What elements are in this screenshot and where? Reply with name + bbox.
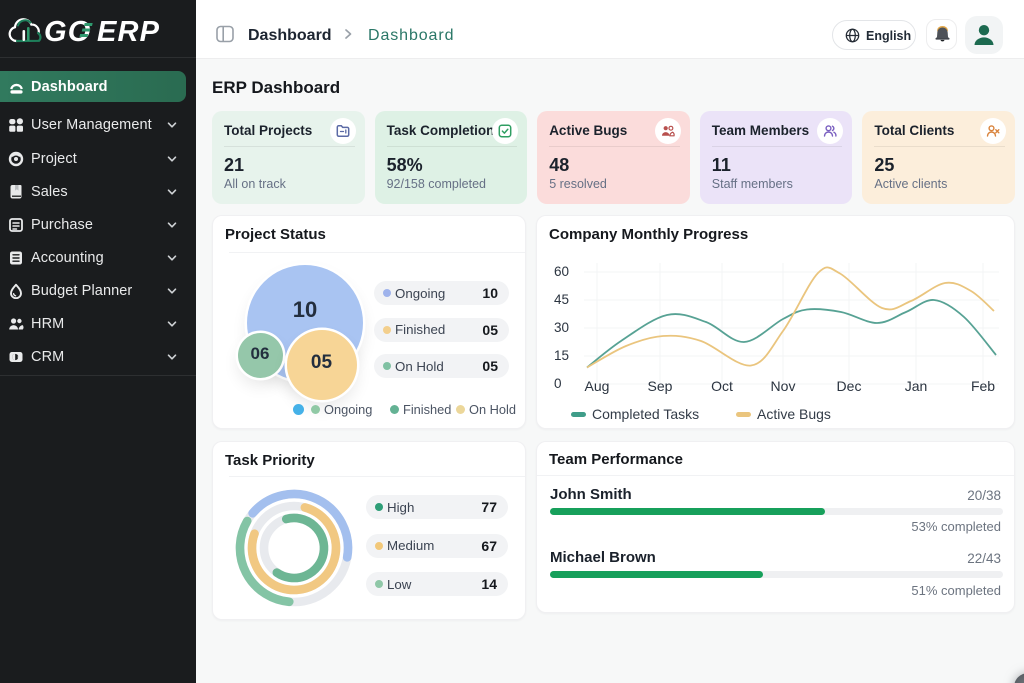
svg-text:Sep: Sep [648,378,673,394]
svg-text:30: 30 [554,320,569,335]
svg-text:60: 60 [554,264,569,279]
svg-text:0: 0 [554,376,562,391]
svg-text:Jan: Jan [905,378,928,394]
svg-text:Active Bugs: Active Bugs [757,406,831,422]
svg-text:GO: GO [44,16,92,48]
svg-text:Completed Tasks: Completed Tasks [592,406,699,422]
svg-text:45: 45 [554,292,569,307]
svg-text:Oct: Oct [711,378,733,394]
svg-text:ERP: ERP [97,16,160,48]
svg-text:15: 15 [554,348,569,363]
svg-text:Nov: Nov [771,378,796,394]
svg-text:Aug: Aug [585,378,610,394]
svg-text:Feb: Feb [971,378,995,394]
svg-text:Dec: Dec [837,378,862,394]
